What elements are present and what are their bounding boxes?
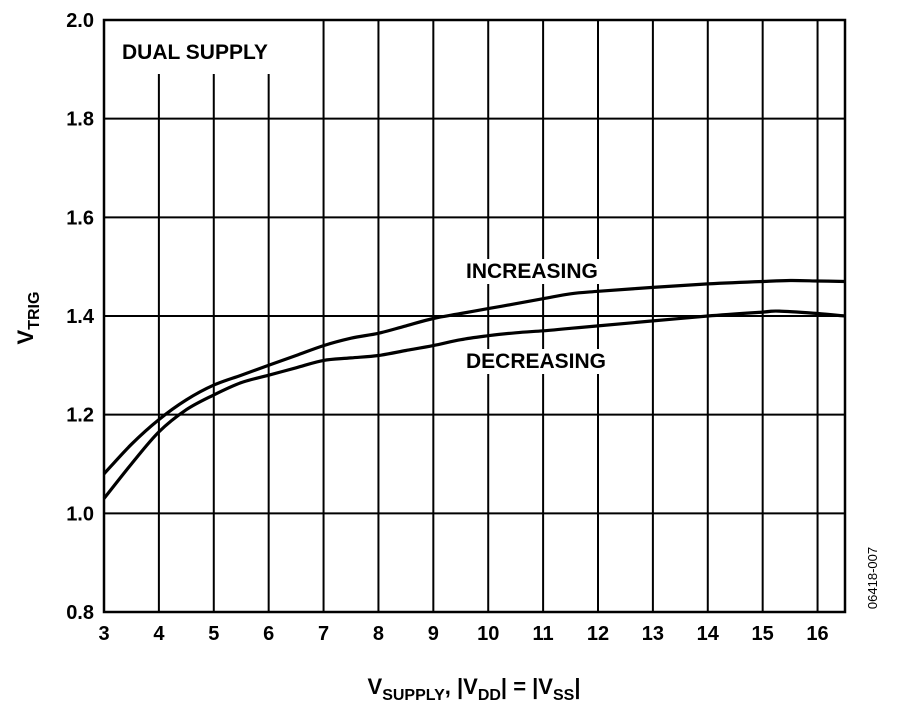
series-line-increasing bbox=[102, 278, 846, 475]
y-axis-label-main: V bbox=[13, 329, 38, 344]
increasing-label-bg bbox=[463, 259, 601, 284]
y-tick-label: 1.4 bbox=[66, 306, 95, 328]
y-axis-label-sub: TRIG bbox=[26, 292, 43, 330]
x-axis-label-part: SS bbox=[553, 687, 575, 704]
y-tick-label: 0.8 bbox=[66, 602, 94, 624]
annotation-increasing: INCREASING bbox=[466, 260, 598, 283]
x-tick-label: 7 bbox=[318, 623, 329, 645]
x-tick-label: 12 bbox=[587, 623, 609, 645]
x-axis-label-part: | bbox=[574, 674, 580, 699]
series-line-decreasing bbox=[102, 309, 846, 500]
x-tick-label: 11 bbox=[533, 623, 554, 645]
series-lines bbox=[102, 278, 846, 500]
y-tick-label: 2.0 bbox=[66, 10, 94, 32]
plot-frame bbox=[102, 18, 847, 614]
x-axis-label: VSUPPLY, |VDD| = |VSS| bbox=[368, 674, 581, 704]
annotation-dual-supply: DUAL SUPPLY bbox=[122, 41, 268, 64]
x-axis-label-part: SUPPLY bbox=[382, 687, 445, 704]
x-tick-label: 5 bbox=[208, 623, 219, 645]
x-tick-label: 8 bbox=[373, 623, 384, 645]
x-tick-label: 14 bbox=[697, 623, 720, 645]
x-tick-label: 16 bbox=[806, 623, 828, 645]
x-tick-label: 13 bbox=[642, 623, 664, 645]
x-axis-label-part: | = |V bbox=[501, 674, 553, 699]
x-tick-label: 3 bbox=[98, 623, 109, 645]
y-tick-label: 1.8 bbox=[66, 109, 94, 131]
y-tick-label: 1.0 bbox=[66, 503, 94, 525]
x-tick-label: 10 bbox=[477, 623, 499, 645]
y-tick-label: 1.6 bbox=[66, 207, 94, 229]
x-tick-label: 15 bbox=[752, 623, 774, 645]
x-tick-label: 9 bbox=[428, 623, 439, 645]
figure-id: 06418-007 bbox=[865, 547, 880, 609]
x-tick-label: 6 bbox=[263, 623, 274, 645]
decreasing-label-bg bbox=[463, 349, 610, 374]
y-axis-label: VTRIG bbox=[13, 292, 43, 345]
grid bbox=[104, 20, 845, 612]
y-tick-label: 1.2 bbox=[66, 405, 94, 427]
tick-labels: 3 4 5 6 7 8 9 10 11 12 13 14 15 16 0.8 1.0 1.2 1.4 1.6 1.8 2… bbox=[66, 10, 828, 645]
x-tick-label: 4 bbox=[153, 623, 165, 645]
x-axis-label-part: , |V bbox=[445, 674, 478, 699]
x-axis-label-part: V bbox=[368, 674, 383, 699]
x-axis-label-part: DD bbox=[478, 687, 501, 704]
annotation-decreasing: DECREASING bbox=[466, 350, 606, 373]
